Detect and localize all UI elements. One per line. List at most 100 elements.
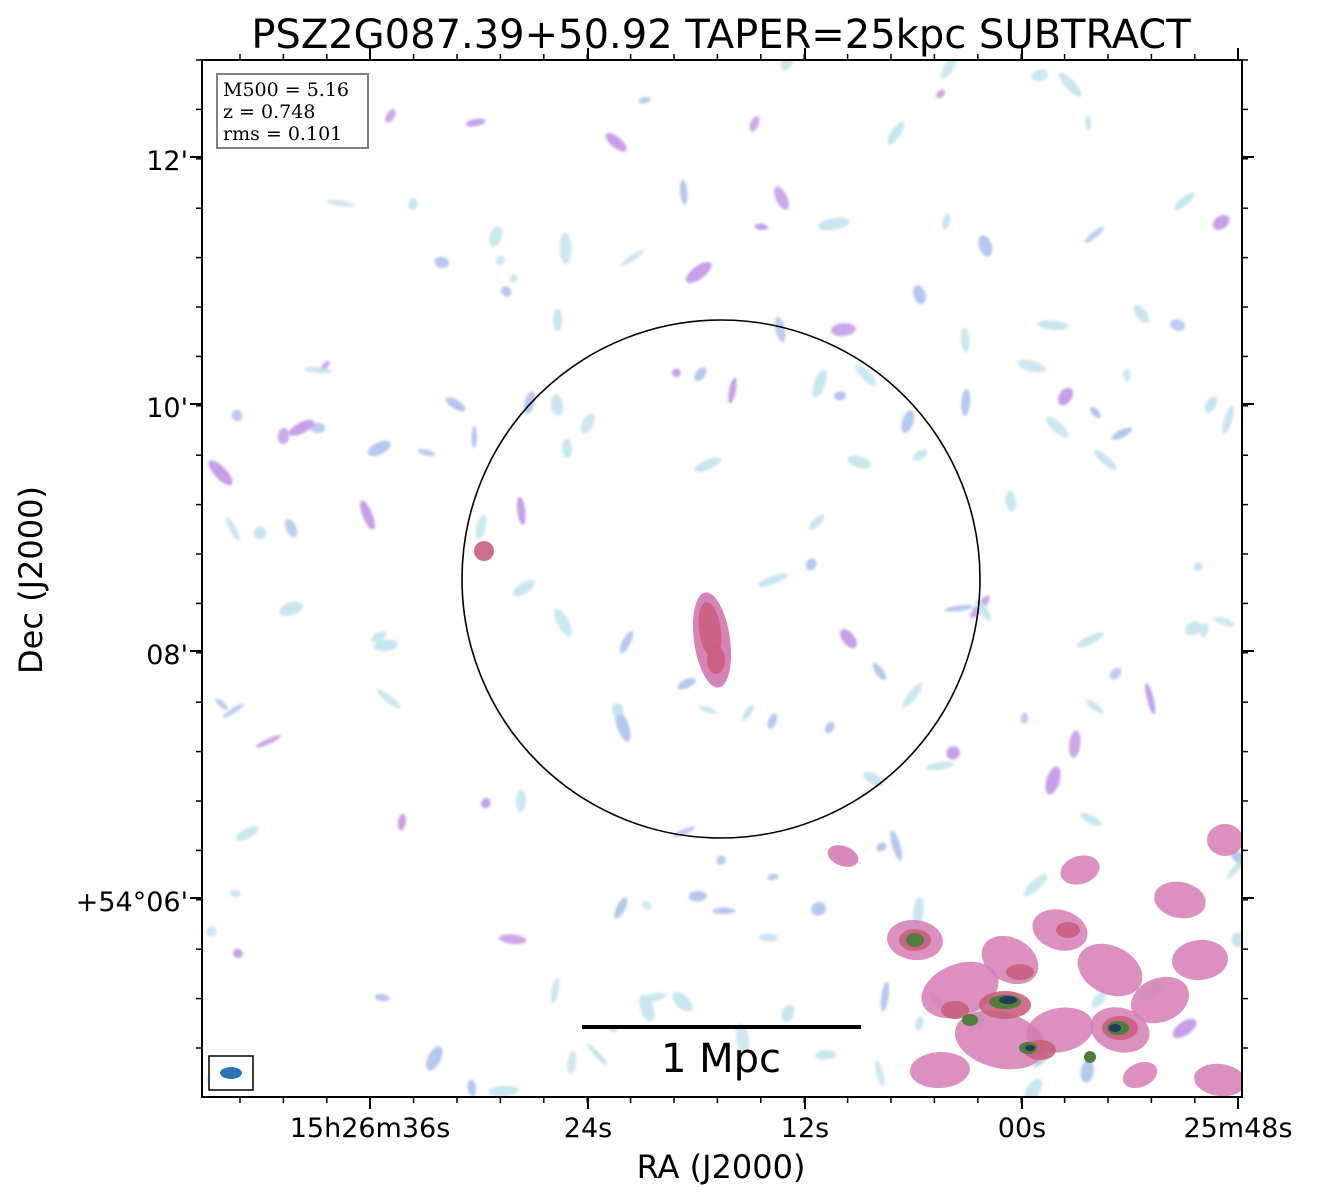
noise-blob bbox=[1086, 699, 1104, 714]
emission-blob bbox=[1006, 964, 1034, 980]
noise-blob bbox=[759, 933, 779, 942]
noise-blob bbox=[736, 1023, 749, 1054]
noise-blob bbox=[580, 413, 595, 434]
noise-blob bbox=[912, 449, 927, 461]
noise-blob bbox=[550, 977, 560, 1004]
noise-blob bbox=[1031, 69, 1049, 82]
noise-blob bbox=[694, 367, 707, 381]
noise-blob bbox=[961, 389, 970, 416]
noise-blob bbox=[742, 704, 754, 721]
noise-blob bbox=[561, 438, 572, 458]
figure-title: PSZ2G087.39+50.92 TAPER=25kpc SUBTRACT bbox=[251, 12, 1191, 58]
noise-blob bbox=[326, 199, 355, 207]
noise-blob bbox=[774, 316, 786, 343]
noise-blob bbox=[942, 213, 951, 230]
noise-blob bbox=[639, 994, 655, 1022]
x-tick-label: 24s bbox=[564, 1113, 612, 1144]
noise-blob bbox=[1023, 873, 1048, 897]
noise-blob bbox=[830, 323, 856, 337]
noise-blob bbox=[688, 891, 707, 902]
noise-blob bbox=[614, 897, 628, 919]
noise-blob bbox=[615, 710, 631, 742]
noise-blob bbox=[642, 900, 652, 910]
x-axis-label: RA (J2000) bbox=[637, 1148, 806, 1186]
emission-blob bbox=[954, 1010, 1046, 1070]
noise-blob bbox=[1204, 396, 1218, 413]
noise-blob bbox=[517, 496, 526, 525]
noise-blob bbox=[235, 826, 259, 841]
noise-blob bbox=[1111, 427, 1132, 440]
noise-blob bbox=[1024, 1078, 1042, 1097]
info-redshift: z = 0.748 bbox=[223, 101, 315, 123]
noise-blob bbox=[716, 855, 726, 866]
noise-blob bbox=[1185, 621, 1202, 636]
noise-blob bbox=[901, 410, 915, 433]
noise-blob bbox=[825, 722, 835, 733]
info-box: M500 = 5.16 z = 0.748 rms = 0.101 bbox=[216, 73, 369, 149]
noise-blob bbox=[1145, 683, 1156, 714]
noise-blob bbox=[1094, 450, 1117, 470]
noise-blob bbox=[1077, 632, 1104, 648]
noise-blob bbox=[385, 109, 396, 123]
noise-blob bbox=[749, 115, 760, 132]
noise-blob bbox=[913, 285, 926, 305]
noise-blob bbox=[488, 1086, 519, 1097]
noise-blob bbox=[471, 426, 477, 448]
noise-blob bbox=[811, 902, 826, 916]
noise-blob bbox=[1084, 226, 1105, 244]
scale-bar-label: 1 Mpc bbox=[661, 1036, 781, 1082]
noise-blob bbox=[1085, 115, 1092, 131]
noise-blob bbox=[310, 422, 326, 434]
emission-blob bbox=[1077, 943, 1143, 997]
noise-blob bbox=[945, 605, 973, 612]
emission-blob bbox=[941, 1001, 969, 1019]
noise-blob bbox=[208, 460, 233, 486]
emission-blob bbox=[1084, 1051, 1096, 1063]
noise-blob bbox=[680, 179, 688, 205]
noise-blob bbox=[1222, 405, 1234, 434]
noise-blob bbox=[1122, 368, 1132, 382]
noise-blob bbox=[408, 198, 418, 211]
noise-blob bbox=[699, 705, 717, 714]
y-tick-label: 12' bbox=[146, 146, 188, 177]
noise-blob bbox=[712, 907, 736, 915]
noise-blob bbox=[620, 249, 644, 267]
y-tick-label: 08' bbox=[146, 640, 188, 671]
image-background bbox=[202, 60, 1242, 1097]
noise-blob bbox=[605, 133, 627, 152]
noise-blob bbox=[515, 789, 527, 813]
x-tick-label: 25m48s bbox=[1183, 1113, 1292, 1144]
noise-blob bbox=[818, 217, 850, 231]
noise-blob bbox=[936, 89, 946, 99]
noise-blob bbox=[767, 873, 779, 881]
noise-blob bbox=[481, 798, 491, 809]
noise-blob bbox=[215, 698, 228, 710]
noise-blob bbox=[434, 256, 449, 268]
noise-blob bbox=[872, 663, 886, 680]
noise-blob bbox=[1005, 490, 1016, 512]
noise-blob bbox=[277, 427, 290, 445]
x-tick-label: 12s bbox=[781, 1113, 829, 1144]
noise-blob bbox=[376, 689, 401, 709]
noise-blob bbox=[1090, 407, 1101, 419]
noise-blob bbox=[1058, 72, 1082, 97]
noise-blob bbox=[1172, 1018, 1197, 1038]
noise-blob bbox=[1170, 319, 1185, 332]
noise-blob bbox=[445, 397, 466, 412]
emission-blob bbox=[1109, 1024, 1121, 1032]
noise-blob bbox=[834, 391, 846, 401]
noise-blob bbox=[781, 1004, 795, 1022]
emission-blob bbox=[1194, 1063, 1242, 1097]
noise-blob bbox=[467, 1079, 476, 1097]
noise-blob bbox=[890, 830, 903, 861]
noise-blob bbox=[840, 629, 857, 649]
noise-blob bbox=[915, 1016, 924, 1031]
noise-blob bbox=[960, 327, 970, 353]
noise-blob bbox=[672, 992, 693, 1012]
noise-blob bbox=[875, 1060, 885, 1087]
noise-blob bbox=[1214, 616, 1235, 627]
noise-blob bbox=[509, 274, 518, 283]
emission-blob bbox=[910, 1051, 970, 1089]
noise-blob bbox=[978, 235, 993, 257]
